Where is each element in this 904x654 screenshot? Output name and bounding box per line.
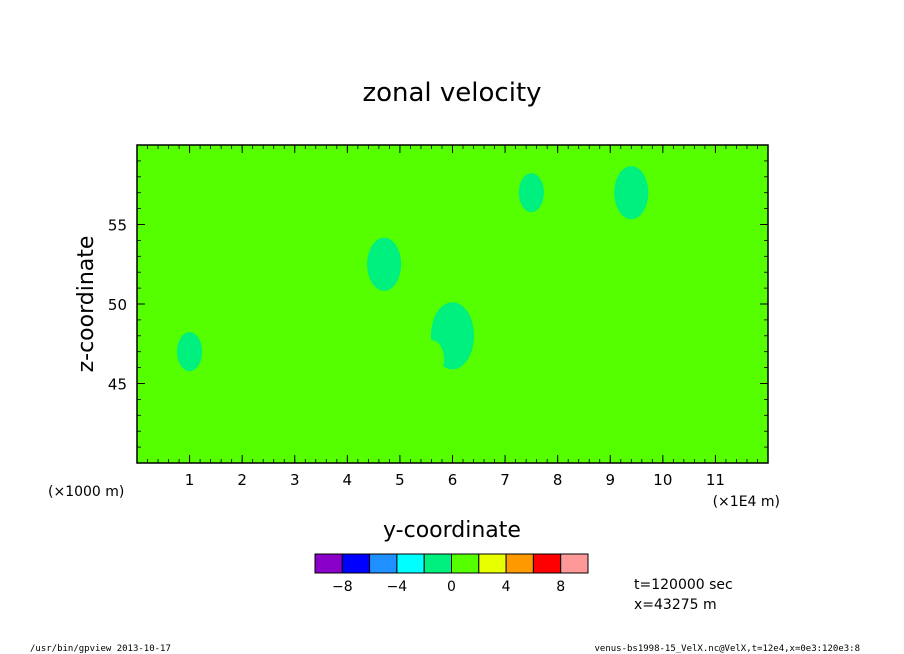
colorbar-segment-3 (396, 553, 425, 574)
x-unit-right: (×1E4 m) (713, 494, 780, 510)
x-tick-label-10: 11 (706, 471, 725, 489)
colorbar-segment-8 (532, 553, 562, 574)
field-feature-9-level-1 (418, 340, 445, 380)
velocity-field (176, 166, 696, 380)
colorbar-tick-label-4: 8 (556, 579, 565, 595)
field-feature-10-level-1 (518, 173, 544, 213)
colorbar-tick-label-2: 0 (447, 579, 456, 595)
field-feature-11-level-1 (176, 332, 203, 372)
y-tick-label-0: 45 (108, 376, 127, 394)
field-feature-2-level-1 (176, 284, 203, 324)
colorbar: −8 −4 0 4 8 (314, 553, 589, 595)
colorbar-segment-1 (341, 553, 371, 574)
x-tick-label-6: 7 (500, 471, 510, 489)
x-tick-label-3: 4 (343, 471, 353, 489)
x-tick-label-1: 2 (237, 471, 247, 489)
footer-right: venus-bs1998-15_VelX.nc@VelX,t=12e4,x=0e… (594, 644, 860, 654)
colorbar-tick-label-3: 4 (502, 579, 511, 595)
colorbar-segment-6 (478, 553, 507, 574)
field-feature-1-level-1 (260, 175, 304, 243)
footer-left: /usr/bin/gpview 2013-10-17 (30, 644, 171, 654)
y-tick-label-1: 50 (108, 296, 127, 314)
x-tick-label-0: 1 (185, 471, 195, 489)
x-tick-label-4: 5 (395, 471, 405, 489)
colorbar-segment-4 (423, 553, 453, 574)
colorbar-segment-2 (369, 553, 398, 574)
x-tick-label-2: 3 (290, 471, 300, 489)
colorbar-segment-7 (505, 553, 534, 574)
x-unit-left: (×1000 m) (48, 484, 124, 500)
colorbar-tick-label-1: −4 (387, 579, 408, 595)
chart-title: zonal velocity (362, 78, 541, 108)
x-axis-label: y-coordinate (383, 518, 521, 543)
field-feature-3-level-1 (509, 213, 544, 267)
x-tick-label-7: 8 (553, 471, 563, 489)
x-tick-label-8: 9 (605, 471, 615, 489)
field-feature-8-level-1 (367, 237, 402, 291)
position-annotation: x=43275 m (634, 597, 717, 613)
field-feature-4-level-1 (661, 182, 696, 236)
colorbar-segment-5 (451, 553, 480, 574)
colorbar-segment-9 (560, 553, 589, 574)
x-tick-label-5: 6 (448, 471, 458, 489)
y-axis-label: z-coordinate (74, 236, 99, 373)
colorbar-tick-label-0: −8 (332, 579, 353, 595)
y-tick-label-2: 55 (108, 217, 127, 235)
x-tick-label-9: 10 (653, 471, 672, 489)
field-feature-6-level-1 (614, 166, 649, 220)
time-annotation: t=120000 sec (634, 577, 733, 593)
field-feature-5-level-1 (439, 204, 466, 245)
colorbar-segment-0 (314, 553, 343, 574)
